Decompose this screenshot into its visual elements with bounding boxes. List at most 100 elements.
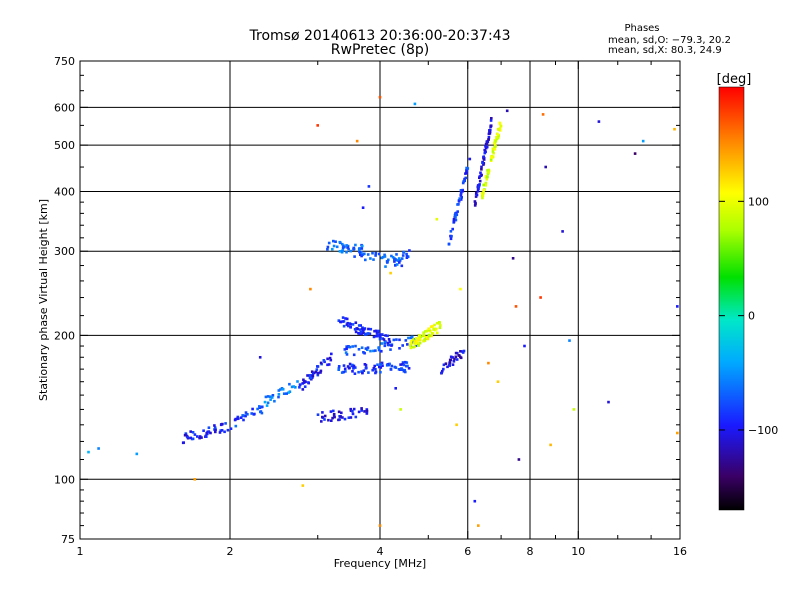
data-point [404, 360, 407, 364]
data-point [209, 431, 212, 435]
data-point [440, 371, 443, 375]
x-tick-label: 1 [77, 545, 84, 558]
data-point [417, 342, 420, 346]
data-point [456, 203, 459, 206]
data-point [345, 317, 349, 321]
data-point [482, 183, 485, 187]
data-point [214, 430, 217, 434]
data-point [362, 328, 366, 331]
data-point [490, 117, 493, 120]
data-point [271, 394, 275, 397]
data-point [250, 412, 253, 415]
data-point [409, 342, 412, 345]
data-point [349, 407, 352, 411]
data-point [193, 478, 197, 481]
data-point [357, 324, 361, 327]
data-point [332, 239, 335, 243]
data-point [399, 408, 402, 411]
data-point [361, 206, 365, 209]
data-point [352, 248, 355, 251]
data-point [462, 349, 466, 353]
data-point [486, 175, 489, 178]
data-point [303, 379, 306, 383]
data-point [395, 263, 399, 266]
data-point [448, 364, 451, 367]
data-point [294, 386, 297, 389]
data-point [402, 250, 406, 254]
data-point [490, 156, 493, 159]
data-point [446, 365, 449, 369]
data-point [523, 344, 526, 348]
data-point [481, 196, 484, 200]
data-point [378, 524, 382, 527]
data-point [319, 369, 323, 373]
data-point [327, 418, 330, 422]
data-point [396, 259, 400, 262]
chart-title: Tromsø 20140613 20:36:00-20:37:43 [249, 28, 511, 44]
data-point [485, 178, 489, 181]
data-point [233, 418, 237, 422]
data-point [377, 252, 381, 256]
data-point [341, 416, 344, 419]
data-point [376, 363, 379, 366]
data-point [459, 355, 462, 359]
data-point [383, 344, 387, 348]
data-point [379, 363, 382, 366]
data-point [258, 405, 261, 408]
data-point [341, 320, 345, 323]
data-point [207, 430, 211, 434]
data-point [386, 334, 389, 338]
data-point [366, 346, 370, 349]
data-point [239, 416, 243, 419]
data-point [372, 367, 376, 370]
data-point [387, 258, 390, 262]
data-point [401, 361, 405, 364]
data-point [539, 296, 542, 299]
data-point [408, 249, 411, 252]
data-point [406, 343, 409, 346]
data-point [321, 411, 324, 414]
data-point [481, 161, 484, 165]
data-point [258, 356, 262, 359]
data-point [438, 321, 441, 324]
data-point [253, 412, 256, 416]
data-point [205, 431, 208, 435]
data-point [417, 344, 420, 347]
data-point [193, 433, 197, 436]
data-point [402, 363, 406, 367]
data-point [364, 347, 368, 350]
data-point [386, 260, 389, 263]
data-point [413, 341, 416, 345]
chart-subtitle: RwPretec (8p) [331, 42, 429, 58]
data-point [189, 430, 192, 433]
data-point [327, 241, 331, 245]
data-point [425, 329, 428, 333]
data-point [386, 341, 390, 345]
data-point [409, 346, 413, 350]
data-point [454, 216, 457, 219]
data-point [381, 255, 385, 259]
data-point [311, 372, 315, 375]
data-point [405, 361, 409, 364]
data-point [477, 524, 480, 527]
data-point [426, 337, 430, 340]
data-point [342, 324, 346, 328]
data-point [483, 183, 487, 186]
data-point [404, 339, 408, 342]
data-point [464, 176, 467, 180]
data-point [287, 391, 290, 394]
data-point [354, 243, 357, 247]
data-point [454, 351, 458, 355]
data-point [349, 323, 352, 326]
data-point [316, 124, 319, 127]
data-point [351, 323, 355, 326]
data-point [292, 385, 295, 388]
data-point [351, 363, 354, 367]
data-point [457, 200, 461, 203]
data-point [332, 409, 335, 413]
data-point [407, 336, 410, 340]
data-point [344, 370, 347, 373]
data-point [354, 415, 358, 419]
data-point [219, 423, 223, 427]
data-point [495, 136, 498, 139]
